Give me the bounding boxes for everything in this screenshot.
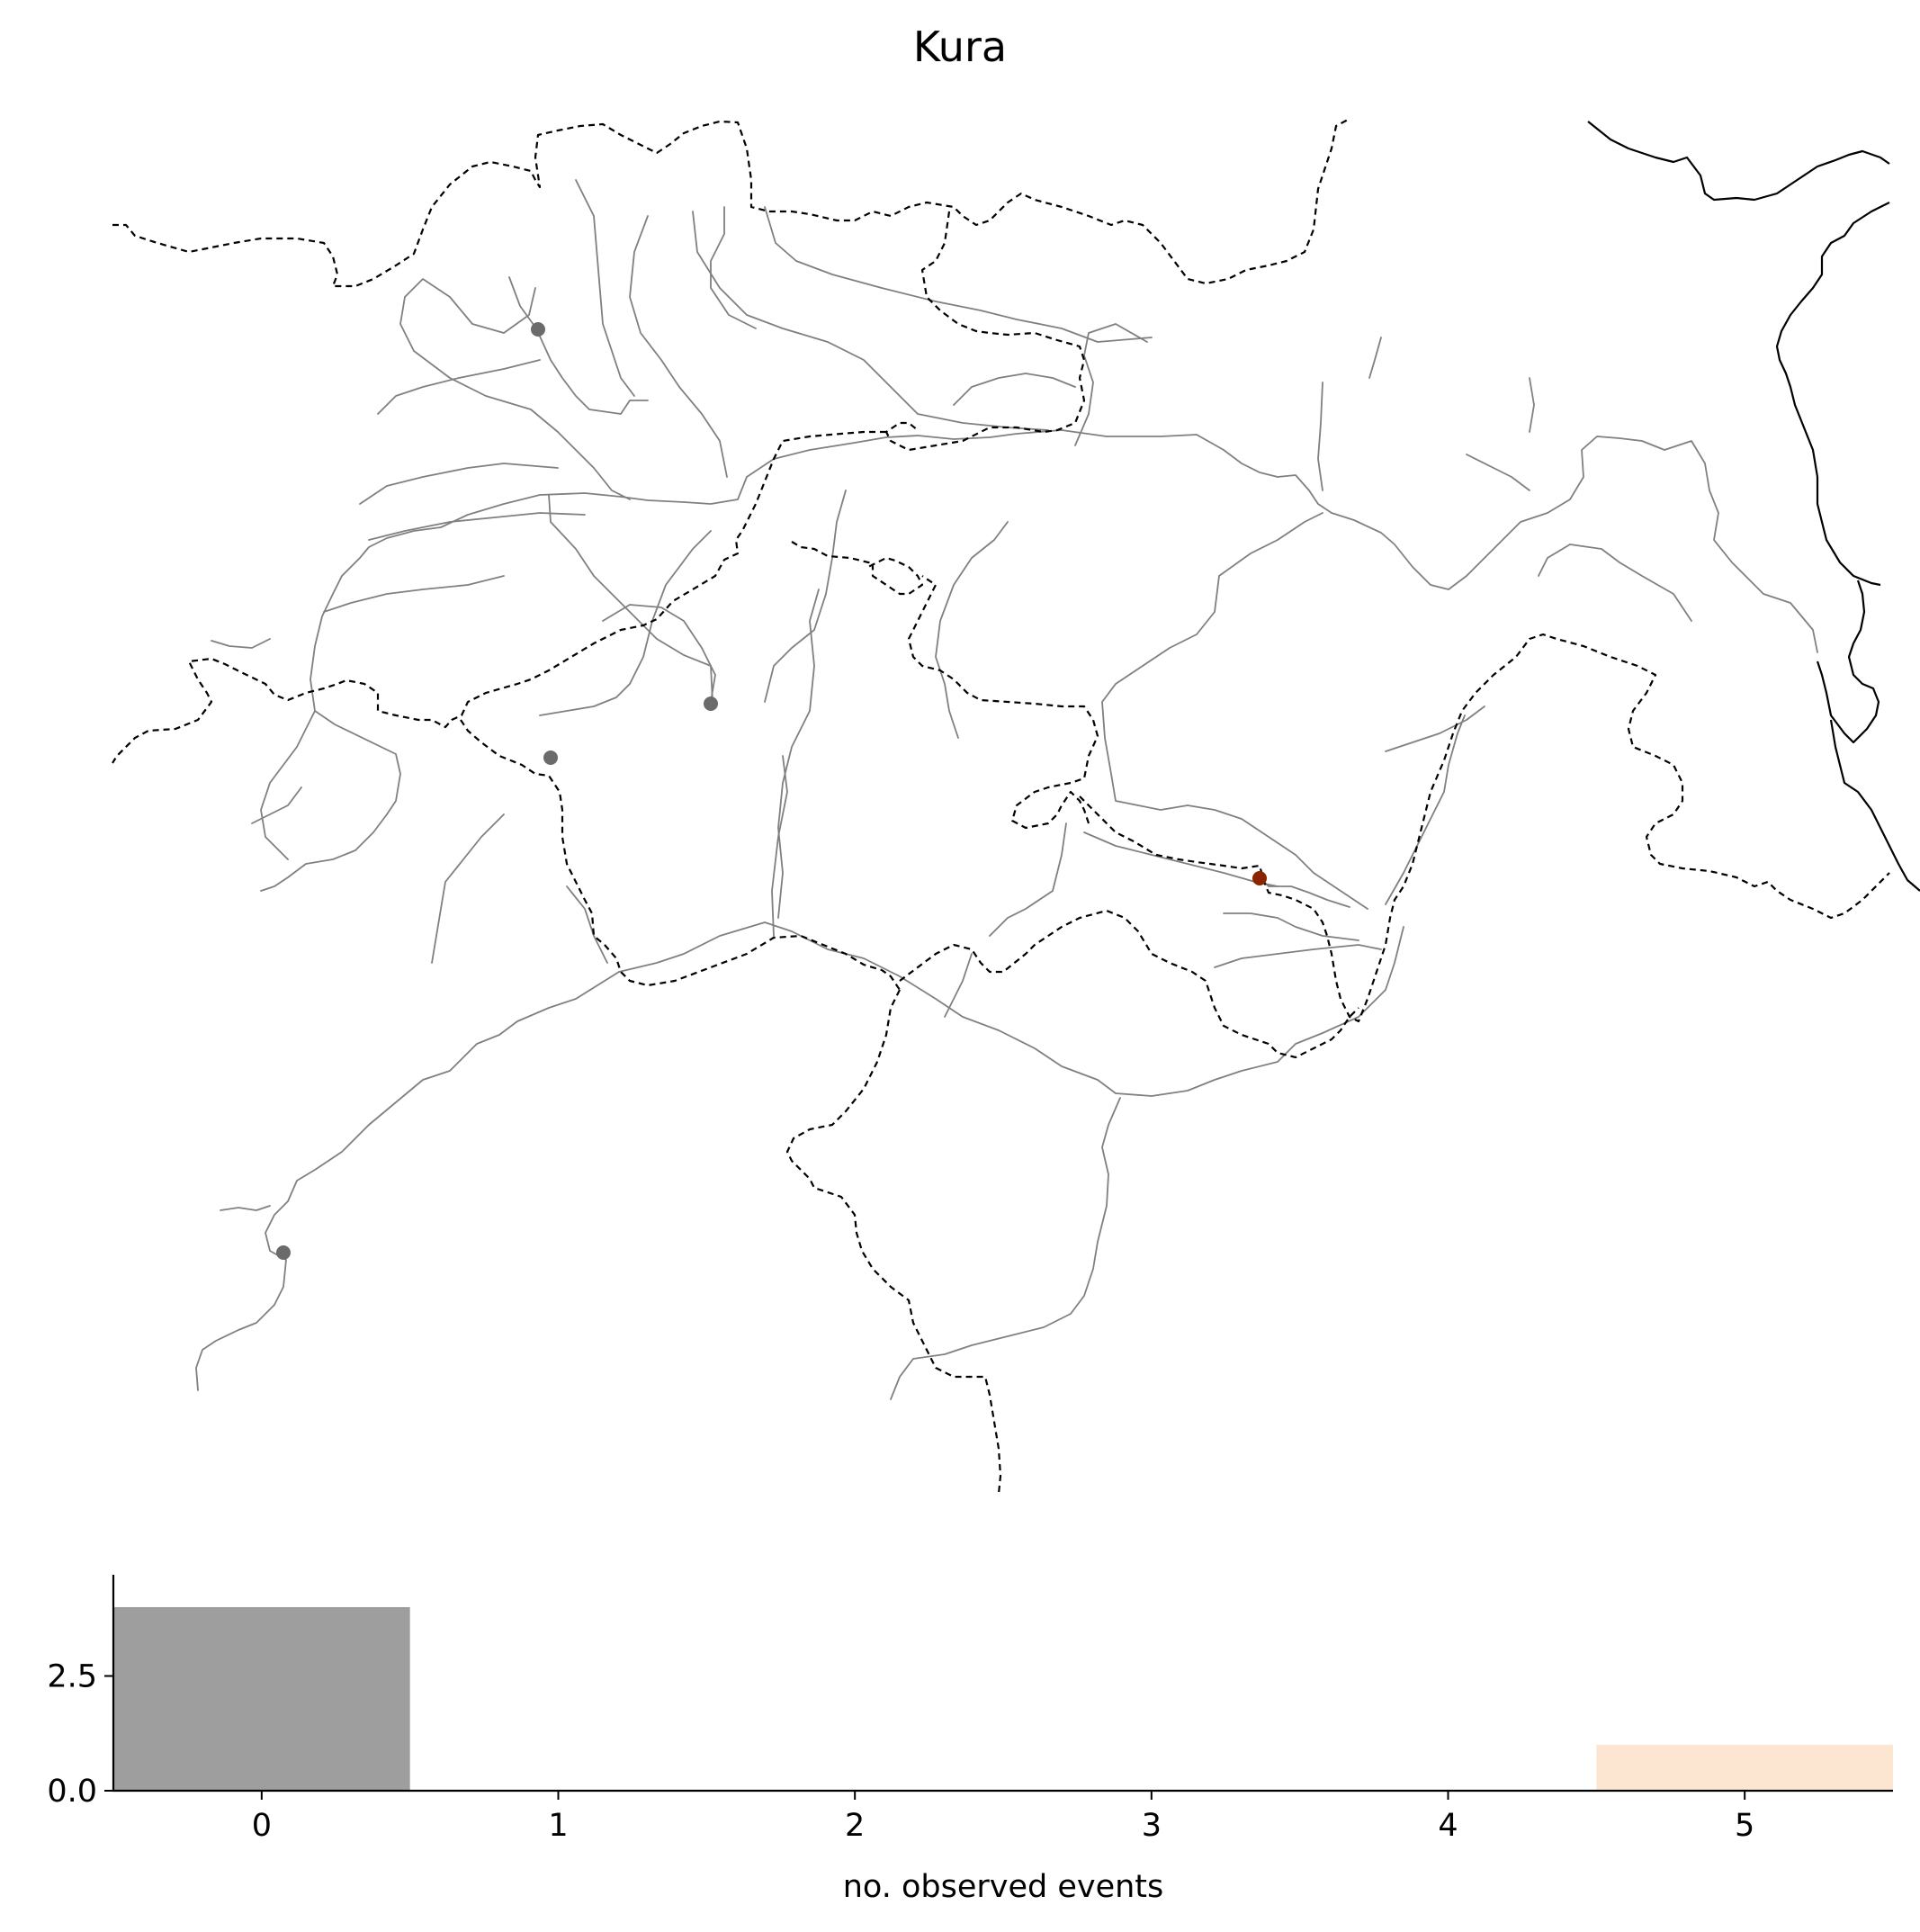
border-georgia-south: [112, 430, 886, 764]
river-central-tributary: [777, 589, 820, 919]
river-east-branch-4: [1385, 714, 1466, 905]
river-gauge-4-branch: [548, 494, 713, 703]
river-east-branch-3: [1223, 912, 1359, 941]
x-tick-label: 3: [1142, 1808, 1162, 1844]
border-lowland: [907, 575, 1099, 830]
event-histogram: 0.0 2.5 0 1 2 3 4 5 no. observed events: [47, 1575, 1893, 1905]
river-south-3a: [944, 953, 973, 1018]
river-mid-east: [1538, 544, 1692, 622]
river-north-2: [629, 215, 728, 478]
river-northeast-2: [953, 373, 1076, 406]
river-north-5: [710, 206, 757, 329]
river-southwest-4: [251, 786, 302, 824]
histogram-bar-0: [113, 1607, 410, 1791]
coastline: [1587, 121, 1920, 892]
river-east-south-loop: [1101, 512, 1368, 910]
river-northeast-1: [1074, 323, 1148, 446]
river-south-trunk: [195, 971, 620, 1391]
station-marker-4[interactable]: [276, 1245, 291, 1260]
map-title: Kura: [913, 22, 1007, 71]
river-east-loop: [1106, 434, 1818, 653]
x-tick-label: 5: [1735, 1808, 1754, 1844]
river-west-upper: [399, 278, 631, 500]
river-west-branch-c: [368, 512, 586, 541]
river-southwest-5: [220, 1205, 271, 1211]
gauging-stations: [276, 322, 1267, 1260]
coast-caspian-south: [1829, 719, 1920, 892]
river-central-south-2: [771, 755, 788, 937]
x-ticks: 0 1 2 3 4 5: [252, 1791, 1754, 1844]
river-main-stem: [310, 429, 1108, 815]
x-tick-label: 4: [1438, 1808, 1458, 1844]
river-gauge-6-branch: [1259, 876, 1350, 908]
station-marker-1[interactable]: [531, 322, 545, 337]
border-georgia-armenia: [791, 541, 924, 596]
country-borders: [112, 118, 1890, 1495]
river-west-6: [211, 638, 271, 649]
river-northeast-3: [1317, 382, 1323, 491]
river-network: [195, 179, 1818, 1400]
x-tick-label: 2: [845, 1808, 865, 1844]
histogram-bar-5: [1596, 1745, 1893, 1791]
border-north-west: [112, 118, 1350, 288]
river-south-west-branch: [260, 710, 316, 860]
river-central-south: [764, 490, 847, 703]
river-west-branch-d: [323, 575, 505, 613]
river-south-arax: [890, 1097, 1121, 1400]
border-armenia-azerbaijan: [899, 909, 1359, 1059]
y-ticks: 0.0 2.5: [47, 1659, 113, 1810]
river-east-5: [1466, 454, 1530, 491]
x-tick-label: 0: [252, 1808, 272, 1844]
border-nagorno: [1079, 633, 1890, 1023]
border-armenia-south: [785, 989, 1002, 1495]
river-north-4: [764, 206, 1153, 343]
coast-absheron: [1816, 580, 1880, 744]
border-armenia-west: [460, 719, 901, 991]
river-north-1: [575, 179, 635, 397]
river-east-branch-5: [1385, 705, 1485, 752]
border-georgia-russia: [884, 211, 1086, 452]
y-tick-label: 0.0: [47, 1774, 97, 1810]
station-marker-3[interactable]: [543, 750, 558, 765]
y-tick-label: 2.5: [47, 1659, 97, 1695]
river-southwest-2: [431, 813, 505, 964]
coast-caspian-west: [1775, 202, 1890, 587]
river-gauge-3-branch: [602, 604, 716, 703]
river-west-branch-a: [377, 359, 541, 415]
river-central-west: [539, 530, 712, 716]
station-marker-2[interactable]: [704, 696, 718, 711]
map-panel: [112, 118, 1920, 1495]
river-west-lower: [260, 813, 388, 892]
river-mid-branch: [935, 521, 1009, 739]
x-tick-label: 1: [548, 1808, 568, 1844]
coast-caspian-north: [1587, 121, 1890, 202]
river-southwest-3: [566, 885, 608, 964]
river-lower-kura: [618, 921, 1404, 1097]
river-west-branch-b: [359, 463, 559, 505]
river-north-3: [692, 211, 1049, 431]
station-marker-5[interactable]: [1252, 871, 1267, 885]
river-central-south-3: [989, 822, 1067, 937]
river-east-branch-2: [1214, 944, 1382, 968]
river-gauge-1: [508, 276, 649, 415]
x-axis-label: no. observed events: [843, 1869, 1164, 1905]
histogram-bars: [113, 1607, 1893, 1791]
river-north-6: [1368, 337, 1382, 379]
river-northeast-4: [1529, 377, 1535, 433]
